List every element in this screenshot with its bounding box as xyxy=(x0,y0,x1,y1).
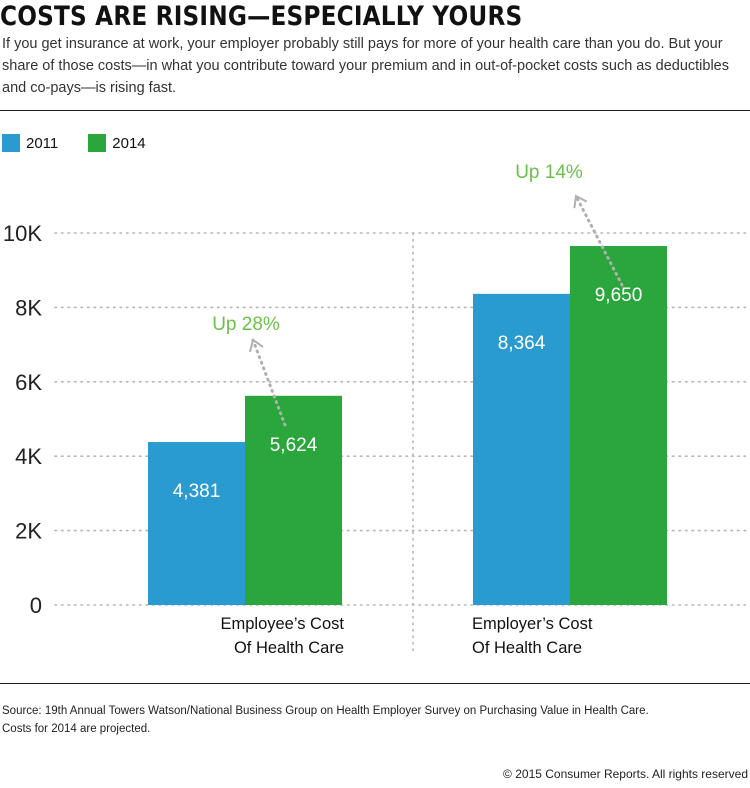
bar-2014-group-2 xyxy=(570,246,667,605)
y-tick-6K: 6K xyxy=(15,370,42,395)
bar-2011-group-1 xyxy=(148,442,245,605)
bar-label-2011-group-1: 4,381 xyxy=(173,481,221,502)
category-label-2-line-1: Employer’s Cost xyxy=(472,615,593,633)
bar-chart: 0 2K 4K 6K 8K 10K 4,381 5,624 Employee’s Cost Of … xyxy=(3,162,750,657)
chart-subtitle: If you get insurance at work, your emplo… xyxy=(2,36,729,96)
copyright: © 2015 Consumer Reports. All rights rese… xyxy=(503,767,748,781)
top-divider xyxy=(0,110,750,111)
legend-swatch-2011 xyxy=(2,134,20,152)
y-tick-8K: 8K xyxy=(15,295,42,320)
category-label-2-line-2: Of Health Care xyxy=(472,639,582,657)
bar-2011-group-2 xyxy=(473,293,570,605)
y-tick-2K: 2K xyxy=(15,519,42,544)
annotation-group-1: Up 28% xyxy=(212,314,280,335)
bottom-divider xyxy=(0,683,750,684)
legend-swatch-2014 xyxy=(88,134,107,152)
legend-item-2011: 2011 xyxy=(2,134,58,152)
trend-arrow-group-2 xyxy=(574,194,624,287)
legend: 2011 2014 xyxy=(2,134,176,152)
bar-label-2014-group-2: 9,650 xyxy=(595,285,643,306)
chart-title: COSTS ARE RISING—ESPECIALLY YOURS xyxy=(0,1,523,32)
source-line-1: Source: 19th Annual Towers Watson/Nation… xyxy=(2,705,649,717)
legend-label-2011: 2011 xyxy=(26,134,59,152)
y-tick-10K: 10K xyxy=(3,221,42,246)
legend-item-2014: 2014 xyxy=(88,134,146,152)
legend-label-2014: 2014 xyxy=(112,134,146,152)
source-note: Source: 19th Annual Towers Watson/Nation… xyxy=(2,702,747,738)
category-label-1-line-2: Of Health Care xyxy=(234,639,344,657)
trend-arrowhead-group-2 xyxy=(573,194,588,209)
trend-arrowhead-group-1 xyxy=(249,338,264,353)
source-line-2: Costs for 2014 are projected. xyxy=(2,723,151,735)
y-tick-0: 0 xyxy=(30,593,42,618)
category-label-1-line-1: Employee’s Cost xyxy=(220,615,344,633)
annotation-group-2: Up 14% xyxy=(515,162,583,183)
bar-label-2014-group-1: 5,624 xyxy=(270,435,318,456)
bar-2014-group-1 xyxy=(245,395,342,605)
bar-label-2011-group-2: 8,364 xyxy=(498,333,546,354)
y-tick-4K: 4K xyxy=(15,444,42,469)
